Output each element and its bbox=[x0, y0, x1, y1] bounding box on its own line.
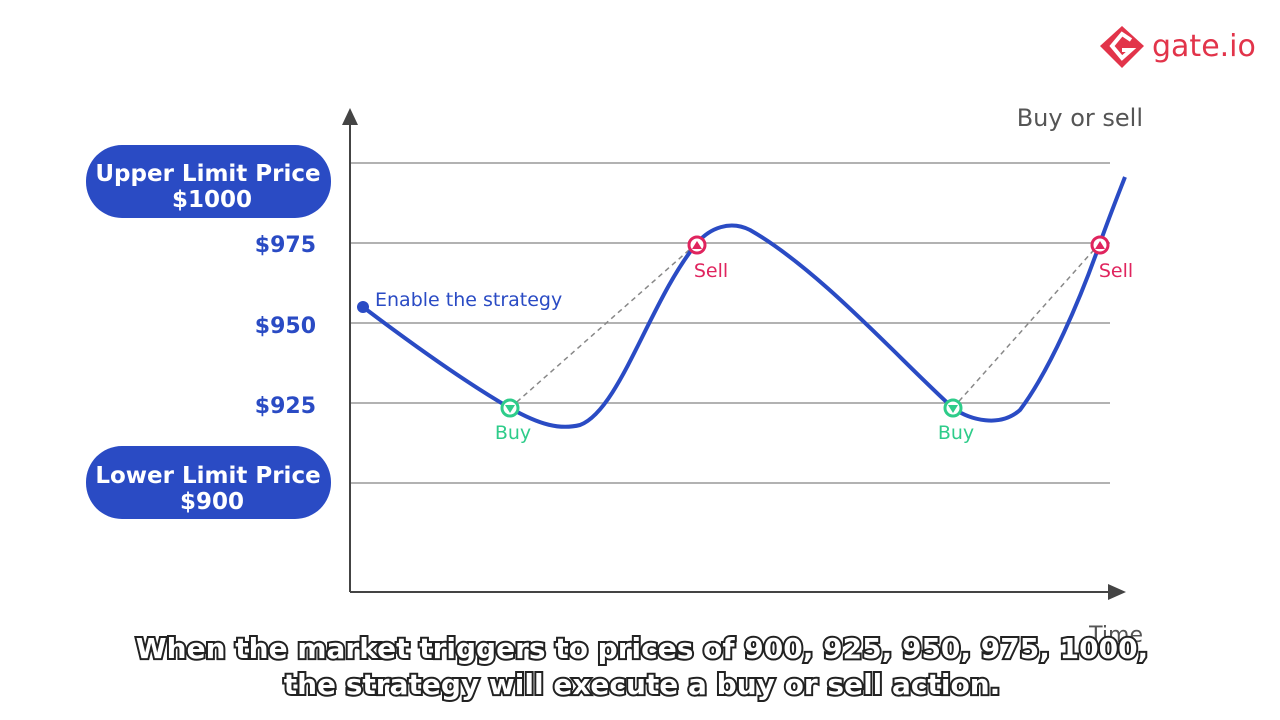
x-arrow bbox=[1108, 584, 1126, 600]
marker-glyph bbox=[948, 405, 958, 413]
upper-pill bbox=[86, 145, 331, 218]
marker-label: Buy bbox=[938, 422, 974, 444]
y-arrow bbox=[342, 108, 358, 125]
price-label: $950 bbox=[255, 314, 316, 339]
sell-marker: Sell bbox=[687, 235, 728, 282]
lower-title: Lower Limit Price bbox=[95, 463, 320, 489]
price-label: $975 bbox=[255, 233, 316, 258]
y-label: Buy or sell bbox=[1017, 104, 1143, 132]
trade-link bbox=[509, 242, 698, 409]
trade-links bbox=[509, 242, 1101, 409]
upper-title: Upper Limit Price bbox=[95, 161, 320, 187]
start-point bbox=[357, 301, 369, 313]
axes bbox=[342, 108, 1126, 600]
marker-glyph bbox=[1095, 241, 1105, 249]
sell-marker: Sell bbox=[1090, 235, 1133, 282]
marker-label: Sell bbox=[694, 260, 728, 282]
start-label: Enable the strategy bbox=[375, 289, 562, 311]
trade-link bbox=[952, 242, 1101, 409]
logo-text: gate.io bbox=[1152, 29, 1256, 64]
price-label: $925 bbox=[255, 394, 316, 419]
marker-glyph bbox=[505, 405, 515, 413]
logo-glyph bbox=[1109, 31, 1137, 61]
lower-pill bbox=[86, 446, 331, 519]
upper-price: $1000 bbox=[172, 187, 252, 213]
grid bbox=[350, 162, 1110, 484]
marker-glyph bbox=[692, 241, 702, 249]
caption-line: the strategy will execute a buy or sell … bbox=[284, 668, 1001, 701]
buy-marker: Buy bbox=[495, 398, 531, 444]
marker-label: Buy bbox=[495, 422, 531, 444]
logo-icon bbox=[1100, 26, 1144, 68]
caption-line: When the market triggers to prices of 90… bbox=[136, 632, 1148, 665]
logo: gate.io bbox=[1100, 26, 1256, 68]
buy-marker: Buy bbox=[938, 398, 974, 444]
marker-label: Sell bbox=[1099, 260, 1133, 282]
lower-price: $900 bbox=[180, 489, 244, 515]
x-label: Time bbox=[1088, 623, 1143, 648]
price-curve bbox=[361, 176, 1127, 429]
